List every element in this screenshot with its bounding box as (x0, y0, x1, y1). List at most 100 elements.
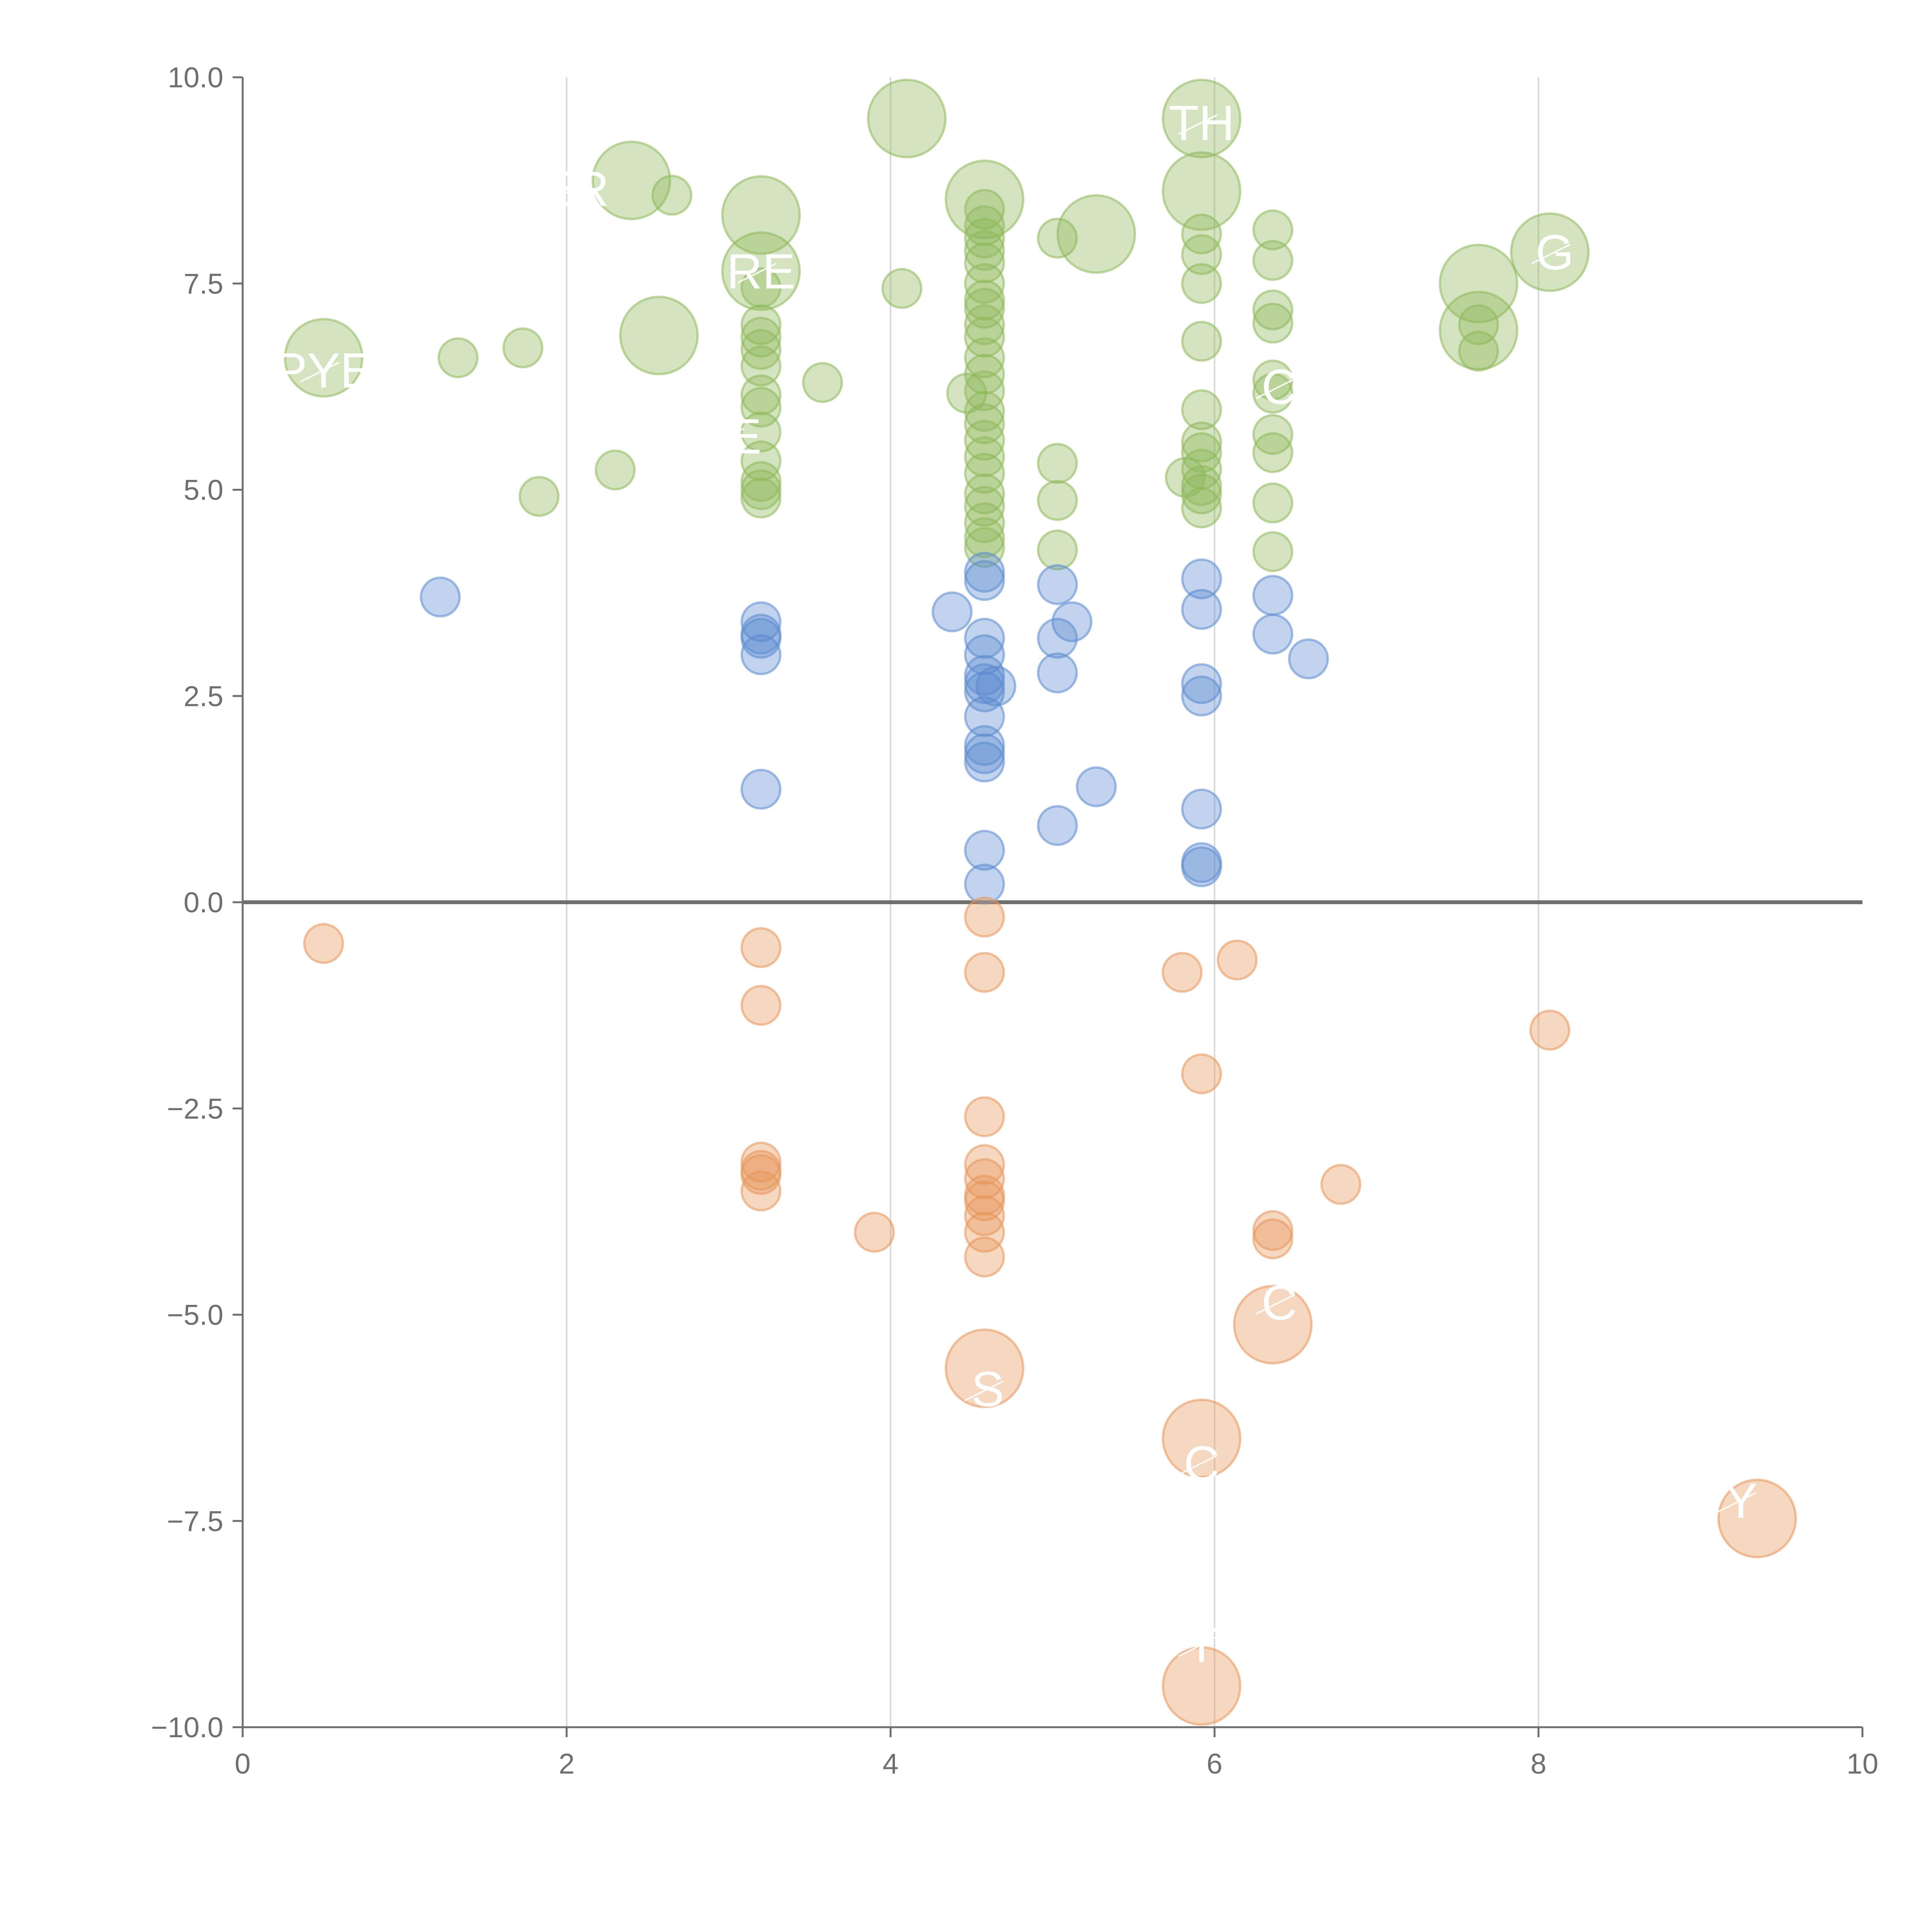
green-point (592, 140, 672, 220)
labels-layer: PYE ER RE SE TH G C C S C Y T (274, 95, 1758, 1673)
annotation-label: TH (1168, 95, 1235, 151)
green-point (1252, 303, 1294, 344)
green-point (1458, 330, 1499, 372)
blue-point (1252, 614, 1294, 655)
green-point (964, 189, 1005, 230)
green-point (1252, 372, 1294, 414)
annotation-leader-line (1178, 1636, 1218, 1657)
blue-point (1181, 788, 1222, 830)
green-point (964, 517, 1005, 558)
blue-point (1037, 564, 1078, 605)
green-point (1181, 321, 1222, 362)
annotation-label: T (1187, 1618, 1217, 1673)
green-point (964, 230, 1005, 271)
annotation-leader-line (551, 180, 591, 201)
green-point (1252, 240, 1294, 281)
green-point (1510, 212, 1590, 292)
x-tick-label: 4 (883, 1748, 898, 1780)
green-point (964, 287, 1005, 329)
annotation-leader-line (1255, 378, 1295, 399)
orange-point (964, 1195, 1005, 1236)
green-point (595, 449, 636, 491)
blue-point (964, 634, 1005, 675)
blue-point (1181, 846, 1222, 888)
green-point (619, 296, 699, 376)
green-point (1037, 480, 1078, 521)
green-point (964, 205, 1005, 247)
y-tick-label: 5.0 (184, 474, 223, 506)
green-point (964, 486, 1005, 527)
green-point (1181, 389, 1222, 430)
blue-point (1051, 601, 1093, 643)
annotation-leader-line (705, 427, 745, 449)
green-point (1181, 234, 1222, 276)
green-point (740, 329, 782, 370)
annotation-label: C (1262, 360, 1297, 415)
y-tick-label: −2.5 (167, 1093, 223, 1125)
green-point (964, 316, 1005, 358)
blue-point (1288, 638, 1329, 680)
green-point (964, 337, 1005, 378)
axes-layer: 10.0 7.5 5.0 2.5 0.0 −2.5 −5.0 −7.5 −10.0 0 2 4 6 8 10 (151, 61, 1878, 1780)
orange-point (740, 1170, 782, 1212)
green-point (437, 337, 479, 378)
blue-point (1181, 589, 1222, 630)
annotation-leader-line (1178, 114, 1218, 135)
blue-point (1181, 558, 1222, 600)
x-tick-label: 8 (1531, 1748, 1546, 1780)
green-point (1181, 473, 1222, 515)
orange-point (854, 1212, 895, 1253)
blue-point (964, 864, 1005, 905)
green-point (964, 263, 1005, 304)
green-point (1252, 209, 1294, 250)
blue-point (964, 617, 1005, 659)
blue-point (975, 665, 1017, 707)
green-point (964, 403, 1005, 444)
green-point (867, 78, 947, 158)
green-point (1252, 531, 1294, 572)
green-point (1162, 78, 1242, 158)
annotation-label: Y (1725, 1473, 1757, 1529)
green-point (964, 304, 1005, 345)
orange-point (1717, 1478, 1797, 1558)
orange-point (303, 923, 344, 964)
x-tick-label: 0 (235, 1748, 250, 1780)
blue-point (1181, 675, 1222, 717)
green-point (721, 175, 801, 255)
orange-point (1216, 939, 1258, 981)
blue-point (964, 742, 1005, 783)
orange-point (964, 1212, 1005, 1253)
blue-point (964, 560, 1005, 601)
x-tick-label: 2 (559, 1748, 575, 1780)
green-point (740, 412, 782, 453)
green-point (964, 218, 1005, 259)
green-point (802, 362, 843, 403)
orange-point (1181, 1053, 1222, 1095)
annotation-leader-line (1717, 1492, 1757, 1513)
y-tick-label: 0.0 (184, 886, 223, 918)
green-point (1252, 289, 1294, 331)
annotation-leader-line (1178, 1455, 1218, 1476)
blue-point (740, 769, 782, 810)
blue-point (964, 830, 1005, 871)
green-point (740, 267, 782, 308)
orange-point (964, 1144, 1005, 1185)
blue-point (740, 634, 782, 675)
green-point (1252, 432, 1294, 473)
orange-point (964, 952, 1005, 993)
orange-point (964, 1236, 1005, 1278)
orange-point (1252, 1218, 1294, 1260)
annotation-label: C (1184, 1436, 1219, 1492)
orange-point (1233, 1285, 1313, 1365)
annotation-label: S (971, 1362, 1004, 1417)
annotation-label: SE (696, 409, 762, 464)
green-point (1181, 213, 1222, 255)
x-tick-label: 10 (1847, 1748, 1878, 1780)
green-point (740, 374, 782, 415)
y-tick-label: −10.0 (151, 1711, 223, 1743)
orange-point (1162, 952, 1203, 993)
green-point (740, 477, 782, 519)
orange-point (964, 1158, 1005, 1199)
annotation-label: PYE (274, 343, 373, 398)
